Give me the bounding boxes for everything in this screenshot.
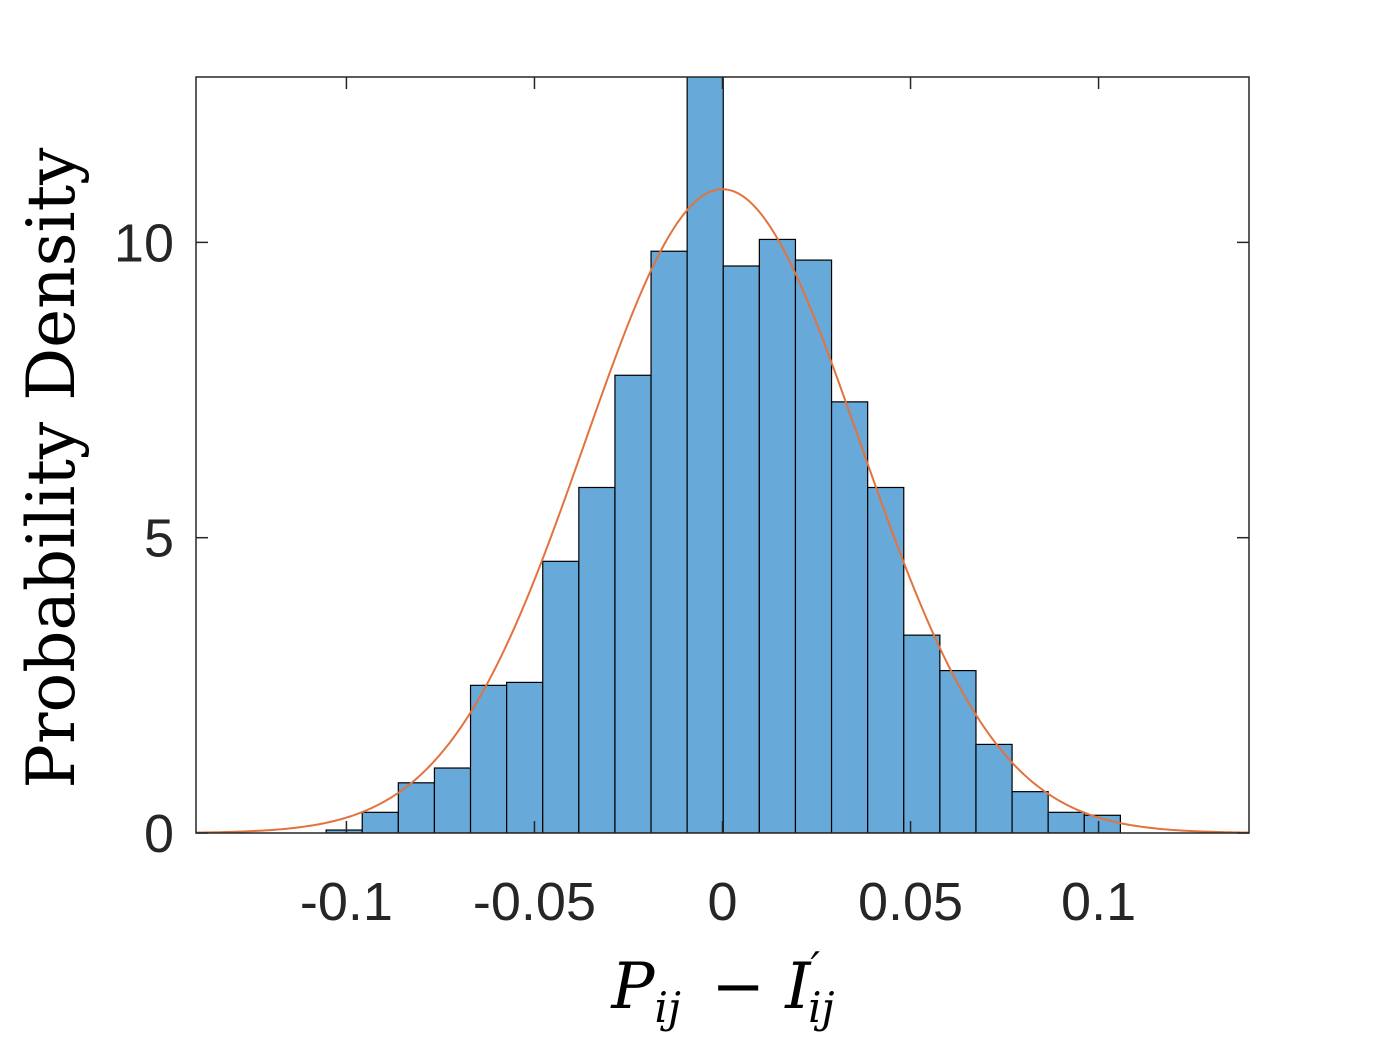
x-tick-label: 0.05	[858, 872, 963, 932]
histogram-bar	[1011, 791, 1049, 833]
histogram-bar	[794, 259, 833, 833]
histogram-bar	[578, 486, 616, 833]
histogram-bar	[939, 669, 977, 833]
x-label-p: P	[610, 950, 655, 1024]
histogram-bar	[867, 486, 905, 833]
x-tick-label: -0.05	[473, 872, 596, 932]
normal-fit-curve	[196, 188, 1249, 833]
x-label-sub-1: ij	[654, 983, 680, 1032]
histogram-bars	[325, 77, 1121, 833]
y-tick-label: 5	[144, 509, 174, 569]
axis-ticks	[196, 77, 1249, 834]
x-label-i: I	[784, 950, 812, 1024]
histogram-bar	[542, 560, 580, 833]
x-label-minus: −	[691, 950, 785, 1024]
x-tick-label: 0.1	[1061, 872, 1136, 932]
histogram-bar	[722, 265, 760, 833]
x-label-sub-2: ij	[808, 983, 834, 1032]
histogram-bar	[830, 401, 869, 833]
y-axis-label: Probability Density	[13, 147, 90, 789]
x-axis-label: Pij − I′ ij	[610, 943, 834, 1032]
histogram-bar	[903, 634, 941, 833]
histogram-bar	[397, 782, 436, 833]
histogram-bar	[433, 767, 472, 833]
x-tick-label: 0	[707, 872, 737, 932]
histogram-bar	[975, 743, 1013, 833]
x-label-prime: ′	[811, 943, 821, 992]
histogram-bar	[650, 250, 688, 833]
y-tick-label: 0	[144, 804, 174, 864]
histogram-bar	[758, 238, 797, 833]
tick-labels: -0.1 -0.05 0 0.05 0.1 0 5 10	[114, 213, 1136, 932]
histogram-bar	[469, 684, 508, 833]
histogram-bar	[1047, 811, 1085, 833]
histogram-bar	[614, 374, 652, 833]
histogram-bar	[506, 681, 544, 833]
y-tick-label: 10	[114, 213, 174, 273]
x-tick-label: -0.1	[300, 872, 393, 932]
histogram-bar	[686, 77, 724, 833]
histogram-bar	[361, 811, 399, 833]
